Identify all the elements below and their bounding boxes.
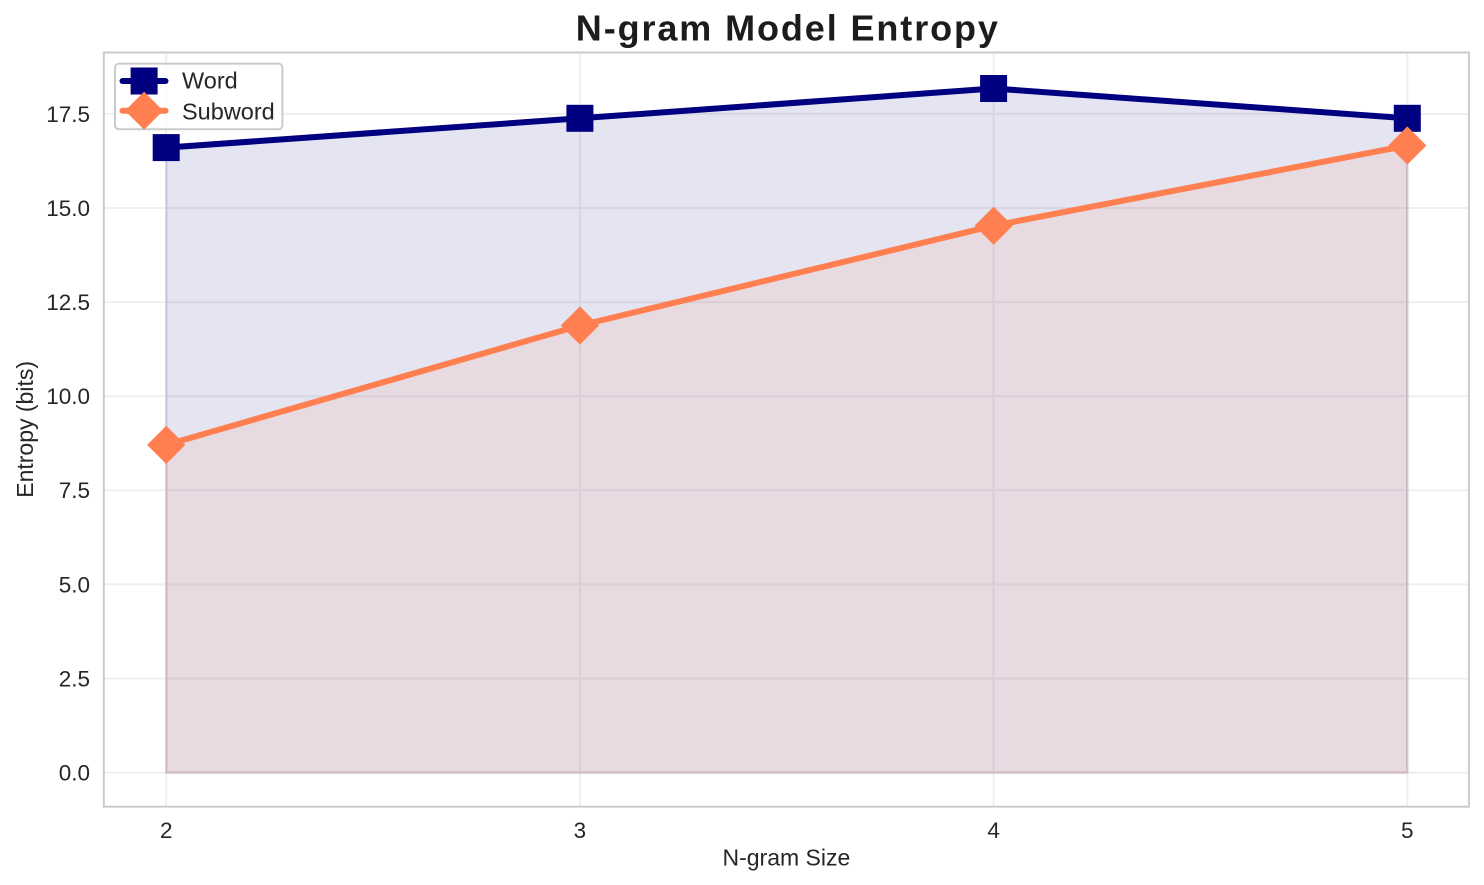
svg-text:N-gram Size: N-gram Size: [722, 844, 850, 870]
svg-text:2: 2: [160, 818, 173, 843]
svg-text:10.0: 10.0: [46, 384, 90, 409]
svg-text:12.5: 12.5: [46, 290, 90, 315]
svg-text:15.0: 15.0: [46, 196, 90, 221]
svg-text:3: 3: [574, 818, 587, 843]
svg-text:17.5: 17.5: [46, 102, 90, 127]
svg-text:N-gram Model Entropy: N-gram Model Entropy: [576, 8, 1000, 49]
svg-text:0.0: 0.0: [59, 761, 90, 786]
svg-text:7.5: 7.5: [59, 478, 90, 503]
svg-text:Word: Word: [182, 67, 238, 93]
svg-text:Subword: Subword: [182, 98, 275, 124]
svg-text:2.5: 2.5: [59, 666, 90, 691]
svg-text:Entropy (bits): Entropy (bits): [12, 361, 38, 498]
svg-text:4: 4: [987, 818, 1000, 843]
svg-text:5: 5: [1401, 818, 1414, 843]
svg-text:5.0: 5.0: [59, 572, 90, 597]
